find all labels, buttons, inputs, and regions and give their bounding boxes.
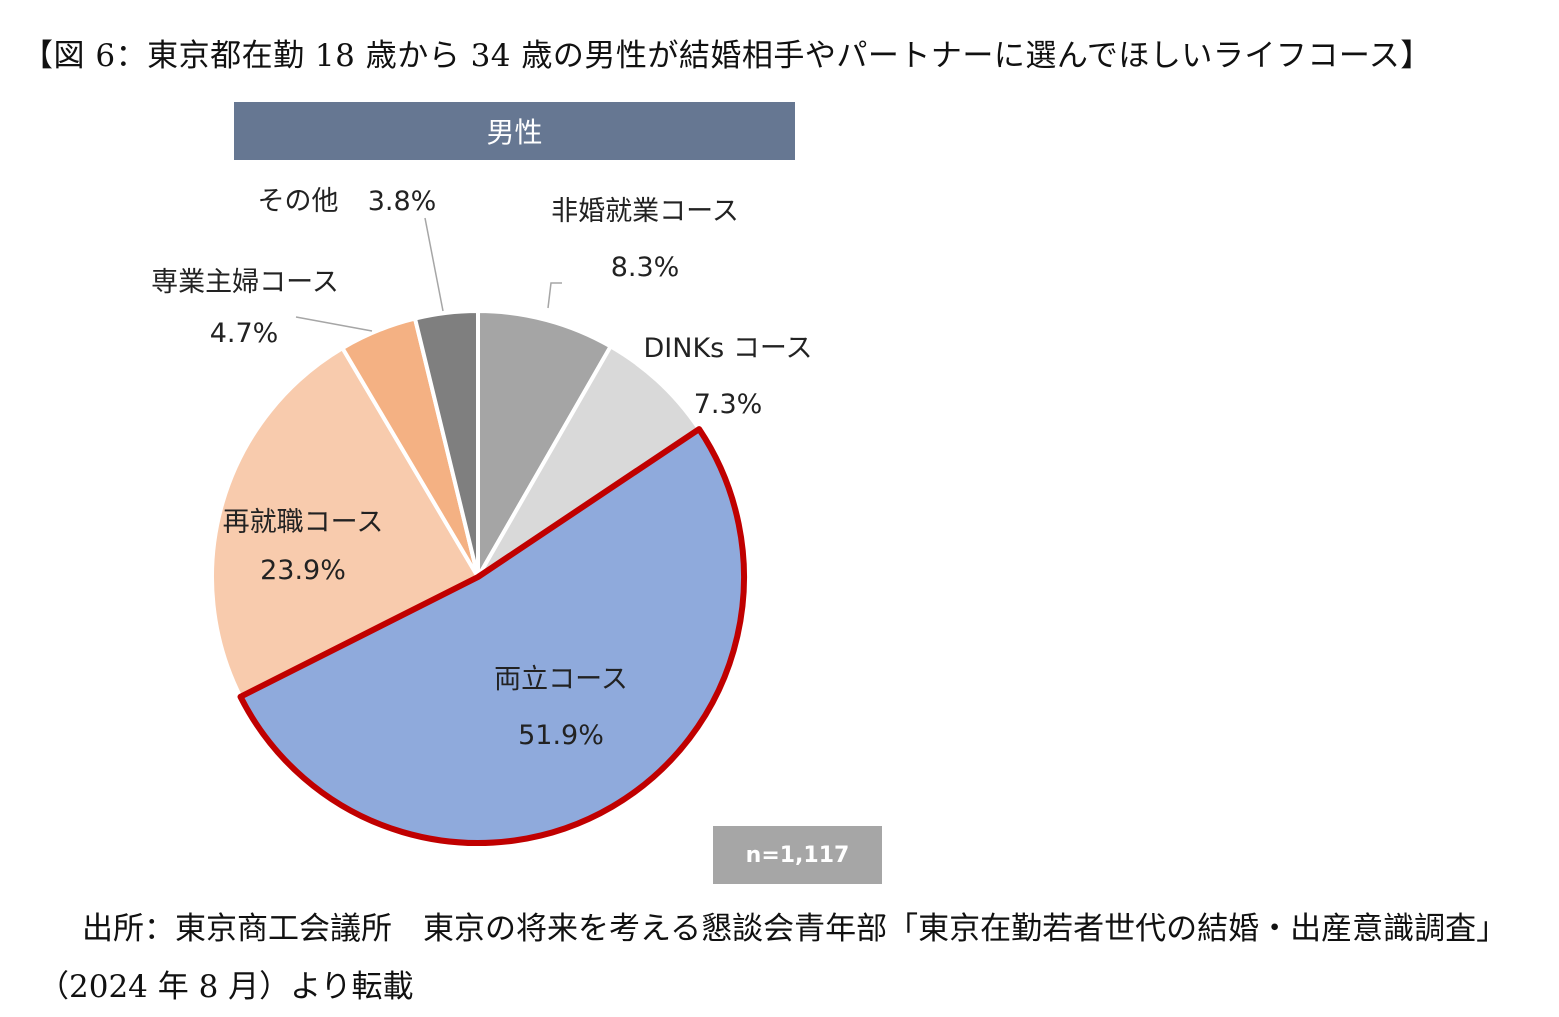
leader-line-1 (547, 282, 562, 309)
figure-title: 【図 6：東京都在勤 18 歳から 34 歳の男性が結婚相手やパートナーに選んで… (22, 38, 1432, 74)
slice-value-label-1: 8.3% (611, 252, 680, 283)
slice-value-label-4: 23.9% (260, 555, 346, 586)
leader-line-5 (295, 316, 373, 332)
slice-value-label-2: 7.3% (694, 389, 763, 420)
pie-slice-3 (237, 426, 747, 846)
slice-name-label-2: DINKs コース (644, 333, 813, 364)
sample-size-badge: n=1,117 (713, 826, 882, 884)
pie-slice-6 (412, 308, 480, 578)
slice-value-label-5: 4.7% (210, 318, 279, 349)
pie-slice-1 (476, 308, 614, 585)
slice-name-label-3: 両立コース (494, 664, 628, 695)
slice-name-label-6: その他 (258, 186, 339, 217)
leader-line-6 (424, 217, 444, 312)
slice-value-label-3: 51.9% (518, 720, 604, 751)
slice-name-label-5: 専業主婦コース (151, 267, 339, 298)
slice-value-label-6: 3.8% (368, 186, 437, 217)
slice-name-label-1: 非婚就業コース (551, 196, 739, 227)
slice-name-label-4: 再就職コース (223, 507, 384, 538)
source-note: 出所：東京商工会議所 東京の将来を考える懇談会青年部「東京在勤若者世代の結婚・出… (38, 911, 1508, 1005)
chart-title: 男性 (234, 102, 795, 160)
